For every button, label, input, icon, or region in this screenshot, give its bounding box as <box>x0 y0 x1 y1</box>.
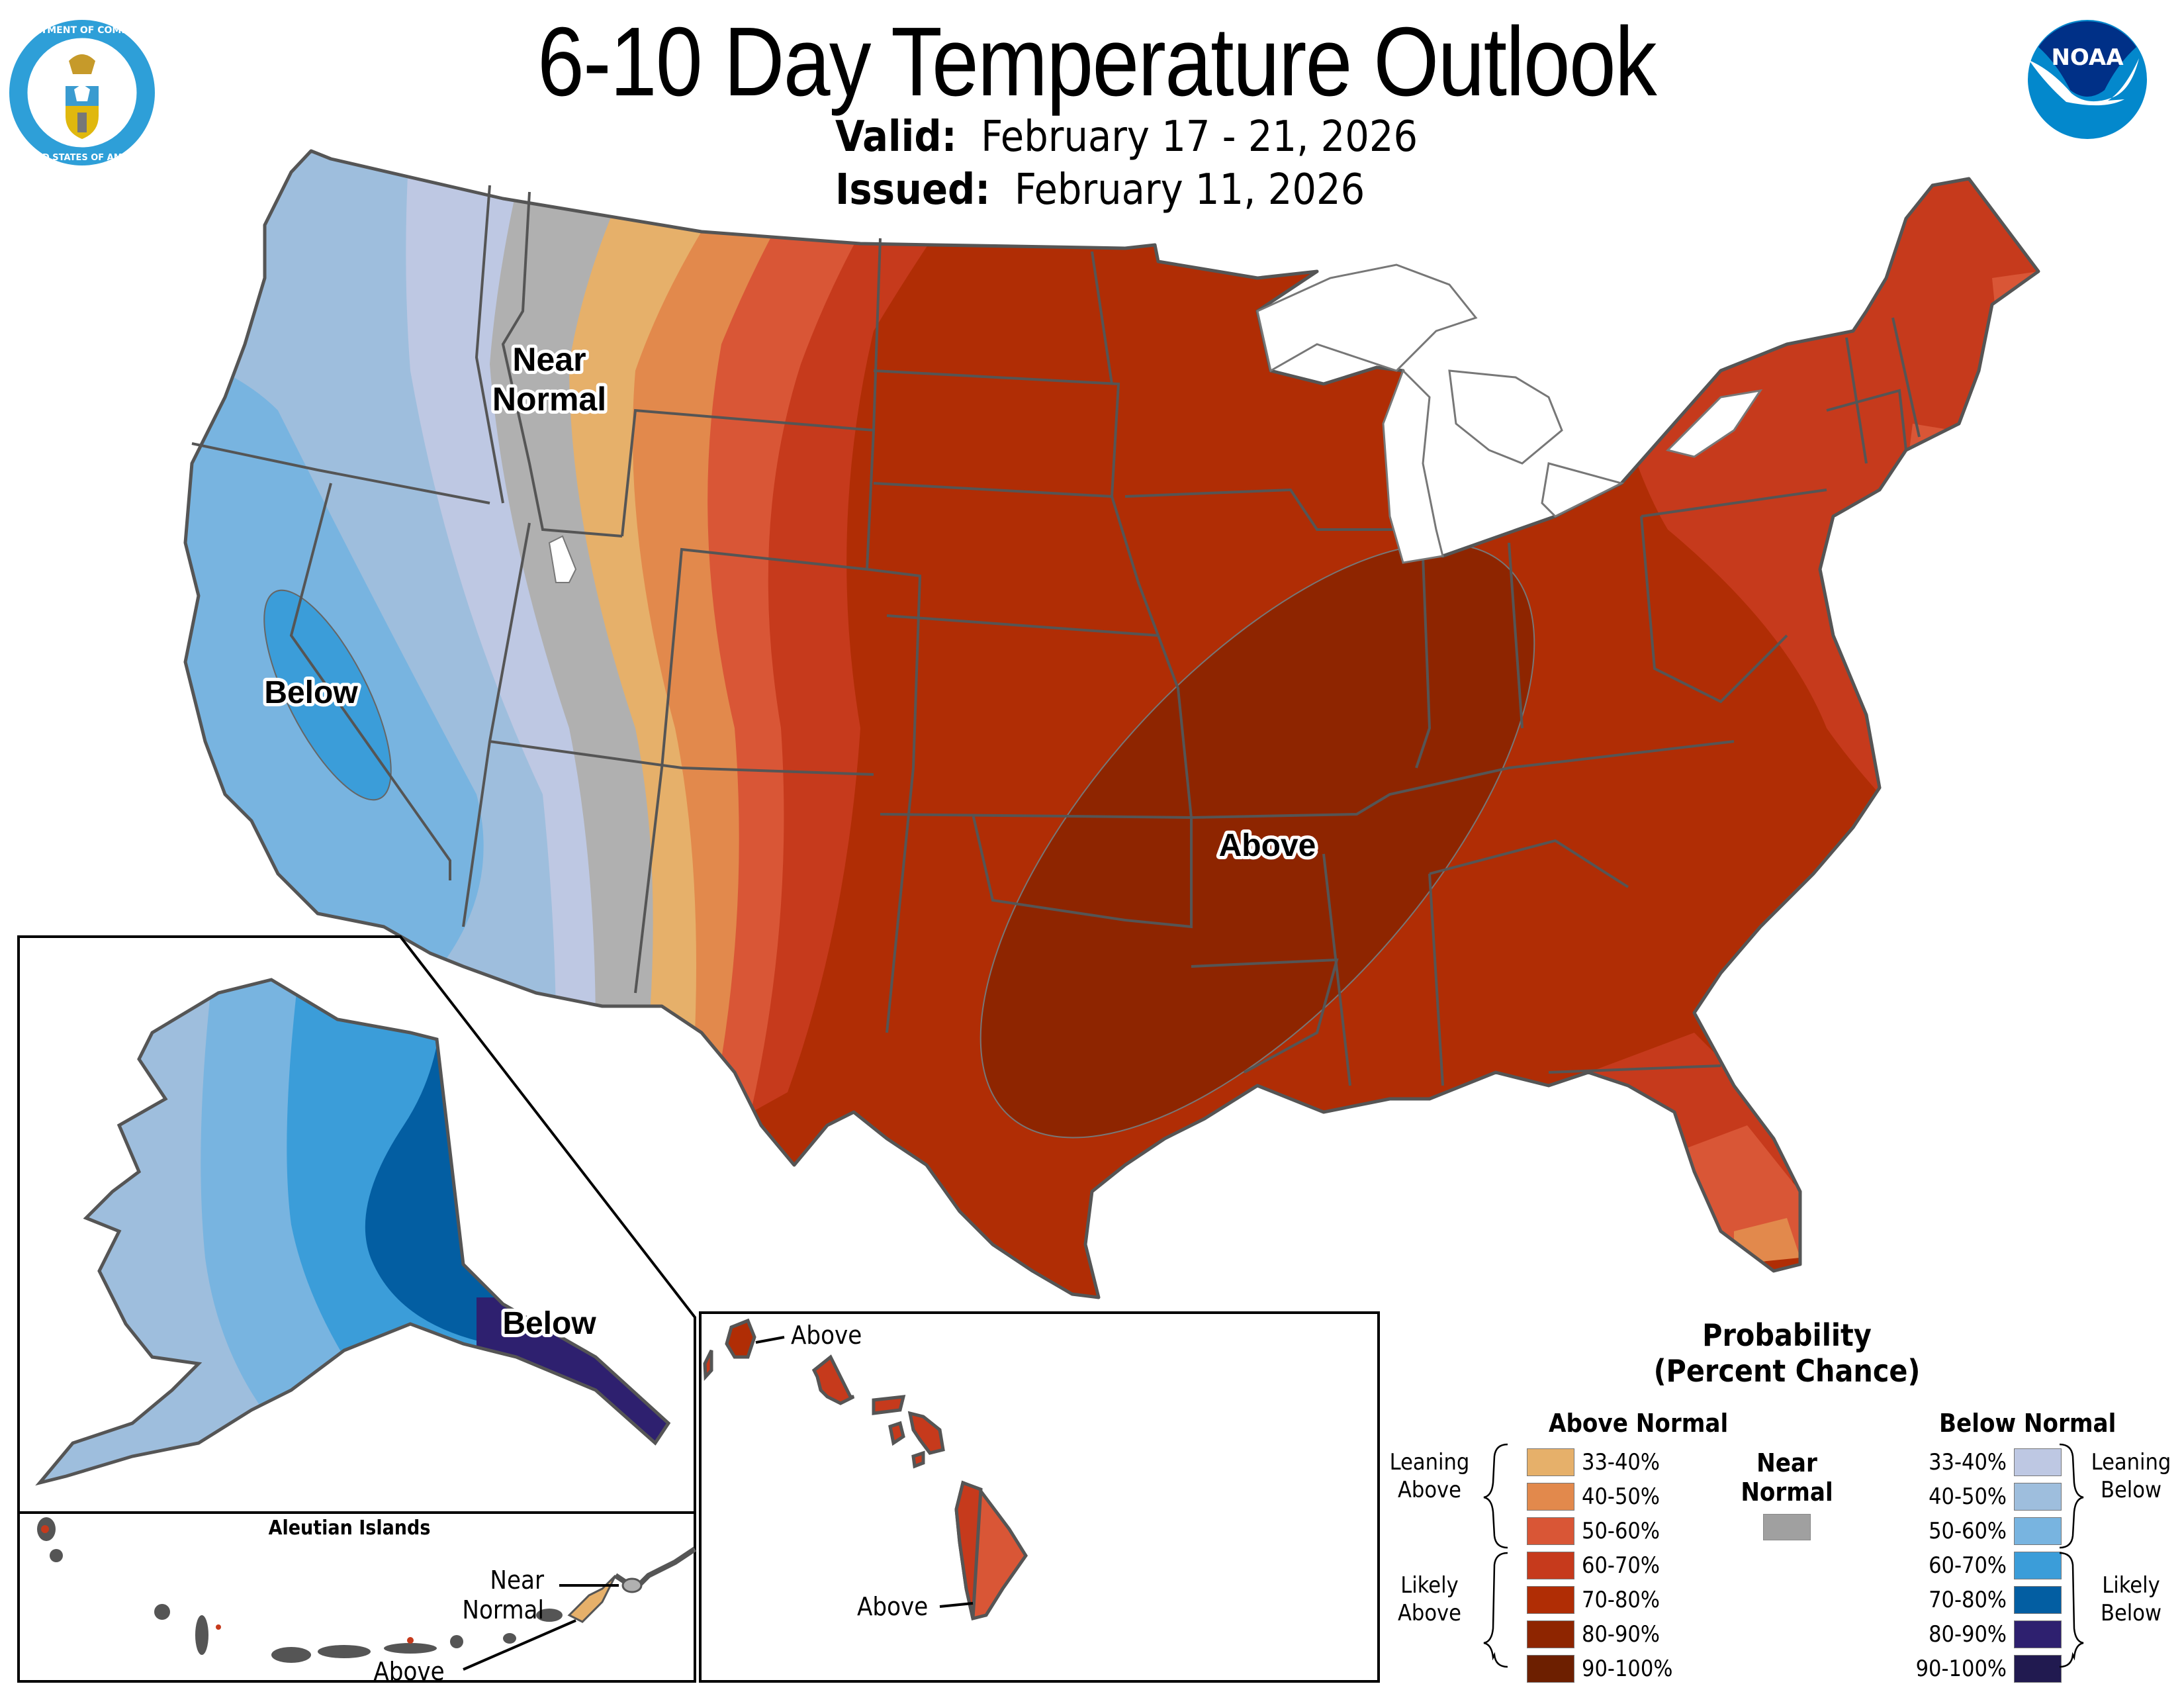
page-title: 6-10 Day Temperature Outlook <box>537 7 1657 117</box>
near-header-line2: Normal <box>1741 1477 1833 1507</box>
above-swatch-label: 70-80% <box>1582 1587 1660 1613</box>
above-swatch <box>1527 1517 1574 1545</box>
brace-below-icon <box>2059 1443 2084 1668</box>
below-swatch <box>2014 1586 2062 1614</box>
hawaii-above-bottom: Above <box>857 1592 928 1621</box>
seal-text-bottom: UNITED STATES OF AMERICA <box>13 153 151 163</box>
noaa-logo-icon: NOAA <box>2028 20 2147 139</box>
aleutian-near-line2: Normal <box>462 1595 544 1624</box>
below-swatch <box>2014 1483 2062 1511</box>
below-swatch-label: 60-70% <box>1929 1552 2007 1579</box>
above-swatch-label: 80-90% <box>1582 1621 1660 1648</box>
aleutian-near-line1: Near <box>490 1566 545 1595</box>
issued-date: Issued: February 11, 2026 <box>835 165 1365 214</box>
leaning-above-line2: Above <box>1398 1477 1461 1503</box>
above-swatch-label: 60-70% <box>1582 1552 1660 1579</box>
leaning-below-label: Leaning Below <box>2085 1448 2177 1504</box>
legend: Probability (Percent Chance) Above Norma… <box>1390 1317 2177 1683</box>
below-swatch-label: 50-60% <box>1929 1518 2007 1544</box>
near-header-line1: Near <box>1756 1448 1817 1477</box>
aleutian-inset: Aleutian Islands Near Normal Above <box>17 1511 697 1686</box>
seal-text-top: DEPARTMENT OF COMMERCE <box>7 25 158 36</box>
issued-value: February 11, 2026 <box>1014 165 1365 214</box>
below-swatch <box>2014 1517 2062 1545</box>
label-below-conus: Below <box>264 675 358 710</box>
label-near-normal-line2: Normal <box>492 381 606 418</box>
aleutian-above: Above <box>373 1657 444 1686</box>
valid-value: February 17 - 21, 2026 <box>981 113 1418 162</box>
above-swatch <box>1527 1448 1574 1476</box>
great-lakes <box>1256 263 1763 564</box>
likely-below-line1: Likely <box>2102 1572 2160 1599</box>
likely-below-label: Likely Below <box>2085 1571 2177 1627</box>
below-swatch <box>2014 1655 2062 1683</box>
noaa-logo-text: NOAA <box>2051 44 2124 71</box>
label-near-normal-line1: Near <box>512 341 586 378</box>
state-borders <box>191 185 1921 1086</box>
near-normal-swatch <box>1763 1514 1811 1540</box>
leaning-below-line1: Leaning <box>2091 1449 2171 1476</box>
below-swatch-label: 90-100% <box>1915 1656 2007 1682</box>
legend-title-line2: (Percent Chance) <box>1653 1353 1921 1389</box>
leaning-above-line1: Leaning <box>1389 1449 1470 1476</box>
above-swatch-label: 40-50% <box>1582 1483 1660 1510</box>
brace-above-icon <box>1483 1443 1508 1668</box>
above-swatch <box>1527 1620 1574 1648</box>
hawaii-inset: Above Above <box>699 1311 1380 1683</box>
above-swatch-label: 90-100% <box>1582 1656 1673 1682</box>
below-swatch <box>2014 1448 2062 1476</box>
issued-label: Issued: <box>835 165 991 214</box>
above-swatch <box>1527 1655 1574 1683</box>
likely-above-label: Likely Above <box>1383 1571 1476 1627</box>
department-of-commerce-seal-icon: DEPARTMENT OF COMMERCE UNITED STATES OF … <box>7 20 158 165</box>
label-below-alaska: Below <box>502 1306 596 1341</box>
below-swatch <box>2014 1552 2062 1579</box>
legend-title-line1: Probability <box>1702 1317 1872 1353</box>
likely-above-line1: Likely <box>1400 1572 1459 1599</box>
legend-near-header: Near Normal <box>1734 1448 1840 1507</box>
above-swatch-label: 33-40% <box>1582 1449 1660 1476</box>
likely-above-line2: Above <box>1398 1600 1461 1626</box>
valid-label: Valid: <box>835 113 957 162</box>
likely-below-line2: Below <box>2100 1600 2162 1626</box>
above-swatch <box>1527 1483 1574 1511</box>
valid-dates: Valid: February 17 - 21, 2026 <box>835 113 1418 162</box>
above-swatch <box>1527 1552 1574 1579</box>
below-swatch-label: 80-90% <box>1929 1621 2007 1648</box>
legend-above-header: Above Normal <box>1549 1409 1729 1438</box>
hawaii-above-top: Above <box>791 1321 862 1350</box>
leaning-above-label: Leaning Above <box>1383 1448 1476 1504</box>
below-swatch-label: 40-50% <box>1929 1483 2007 1510</box>
legend-below-header: Below Normal <box>1939 1409 2116 1438</box>
alaska-inset: Below <box>17 935 696 1514</box>
great-salt-lake <box>548 535 577 583</box>
aleutian-title: Aleutian Islands <box>269 1517 431 1540</box>
above-swatch <box>1527 1586 1574 1614</box>
below-swatch-label: 70-80% <box>1929 1587 2007 1613</box>
leaning-below-line2: Below <box>2100 1477 2162 1503</box>
below-swatch-label: 33-40% <box>1929 1449 2007 1476</box>
label-above-conus: Above <box>1219 828 1316 863</box>
above-swatch-label: 50-60% <box>1582 1518 1660 1544</box>
below-swatch <box>2014 1620 2062 1648</box>
